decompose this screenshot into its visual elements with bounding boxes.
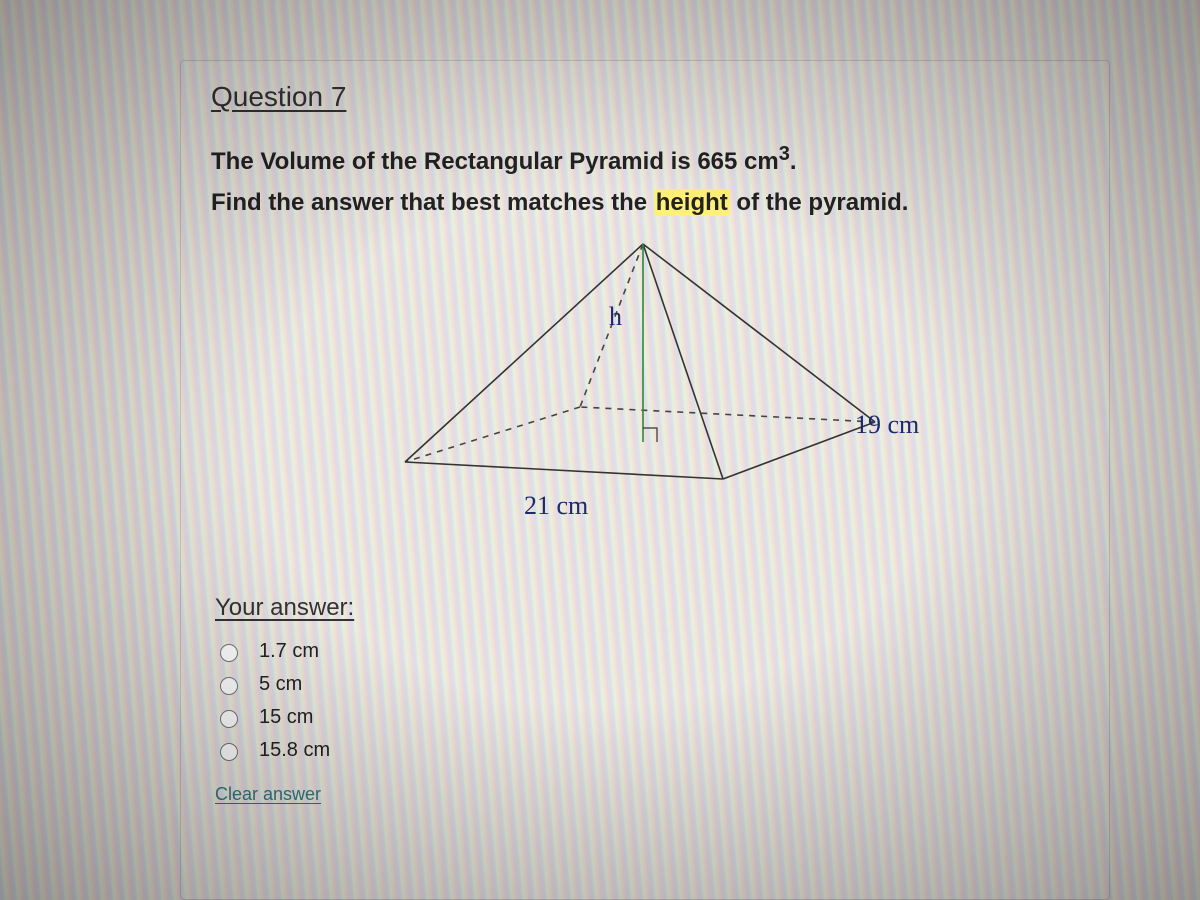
prompt-line2-prefix: Find the answer that best matches the xyxy=(211,189,654,216)
prompt-line2-suffix: of the pyramid. xyxy=(730,189,909,216)
answer-radio[interactable] xyxy=(220,710,238,728)
question-card: Question 7 The Volume of the Rectangular… xyxy=(180,60,1110,900)
answer-option-label: 15 cm xyxy=(259,706,313,729)
prompt-line1-suffix: . xyxy=(790,148,797,175)
answer-option[interactable]: 5 cm xyxy=(215,673,1079,696)
figure-label-height: h xyxy=(609,302,622,332)
answer-option-label: 1.7 cm xyxy=(259,640,319,663)
figure-label-base-front: 21 cm xyxy=(524,491,588,521)
answer-section-title: Your answer: xyxy=(215,594,1079,622)
pyramid-svg xyxy=(365,234,925,534)
answer-option[interactable]: 1.7 cm xyxy=(215,640,1079,663)
answer-option-label: 5 cm xyxy=(259,673,302,696)
question-title: Question 7 xyxy=(211,81,1079,113)
prompt-volume-exp: 3 xyxy=(779,143,790,165)
answer-radio[interactable] xyxy=(220,677,238,695)
answer-radio[interactable] xyxy=(220,644,238,662)
answer-option-label: 15.8 cm xyxy=(259,739,330,762)
answer-radio[interactable] xyxy=(220,743,238,761)
answer-option[interactable]: 15 cm xyxy=(215,706,1079,729)
question-prompt: The Volume of the Rectangular Pyramid is… xyxy=(211,137,1079,224)
answer-option[interactable]: 15.8 cm xyxy=(215,739,1079,762)
prompt-line1-prefix: The Volume of the Rectangular Pyramid is xyxy=(211,148,697,175)
prompt-volume: 665 cm xyxy=(697,148,778,175)
figure-label-base-side: 19 cm xyxy=(855,410,919,440)
clear-answer-link[interactable]: Clear answer xyxy=(215,784,321,805)
pyramid-figure: h 21 cm 19 cm xyxy=(365,234,925,534)
prompt-highlight: height xyxy=(654,189,730,216)
